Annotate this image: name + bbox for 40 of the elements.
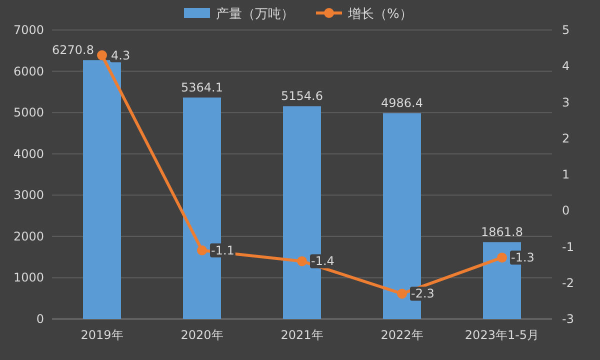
y2-tick-label: 2 xyxy=(562,131,570,146)
y-tick-label: 3000 xyxy=(13,188,44,202)
y-tick-label: 6000 xyxy=(13,64,44,78)
y2-tick-label: 0 xyxy=(562,204,570,218)
y-tick-label: 1000 xyxy=(13,270,44,285)
data-label: -2.3 xyxy=(411,286,434,301)
x-tick-label: 2023年1-5月 xyxy=(464,328,540,342)
point xyxy=(397,288,407,299)
x-tick-label: 2019年 xyxy=(80,328,124,342)
x-tick-label: 2020年 xyxy=(180,328,224,342)
legend-label: 增长（%） xyxy=(347,7,412,22)
data-label: -1.4 xyxy=(311,254,334,268)
data-label: 4986.4 xyxy=(381,96,423,110)
point xyxy=(497,252,507,263)
data-label: -1.1 xyxy=(211,243,234,258)
y2-tick-label: -1 xyxy=(562,240,574,254)
data-label: 5364.1 xyxy=(181,80,223,95)
point xyxy=(97,50,107,60)
data-label: 5154.6 xyxy=(281,89,323,104)
data-label: 4.3 xyxy=(111,48,130,62)
y-tick-label: 5000 xyxy=(13,106,44,120)
y2-tick-label: 4 xyxy=(562,59,570,74)
y2-tick-label: -2 xyxy=(562,276,574,290)
y-tick-label: 7000 xyxy=(13,23,44,37)
y-tick-label: 4000 xyxy=(13,146,44,161)
y-tick-label: 2000 xyxy=(13,229,44,244)
y2-tick-label: 3 xyxy=(562,95,570,110)
x-tick-label: 2021年 xyxy=(280,328,324,342)
x-tick-label: 2022年 xyxy=(380,328,424,342)
y2-tick-label: 1 xyxy=(562,168,570,182)
bar xyxy=(83,60,121,319)
data-label: 1861.8 xyxy=(481,225,523,240)
y2-tick-label: -3 xyxy=(562,312,574,326)
point xyxy=(297,256,307,266)
y-tick-label: 0 xyxy=(36,312,44,326)
data-label: -1.3 xyxy=(511,250,534,265)
y2-tick-label: 5 xyxy=(562,23,570,37)
point xyxy=(197,245,207,256)
legend-label: 产量（万吨） xyxy=(216,7,294,22)
data-label: 6270.8 xyxy=(52,43,94,58)
